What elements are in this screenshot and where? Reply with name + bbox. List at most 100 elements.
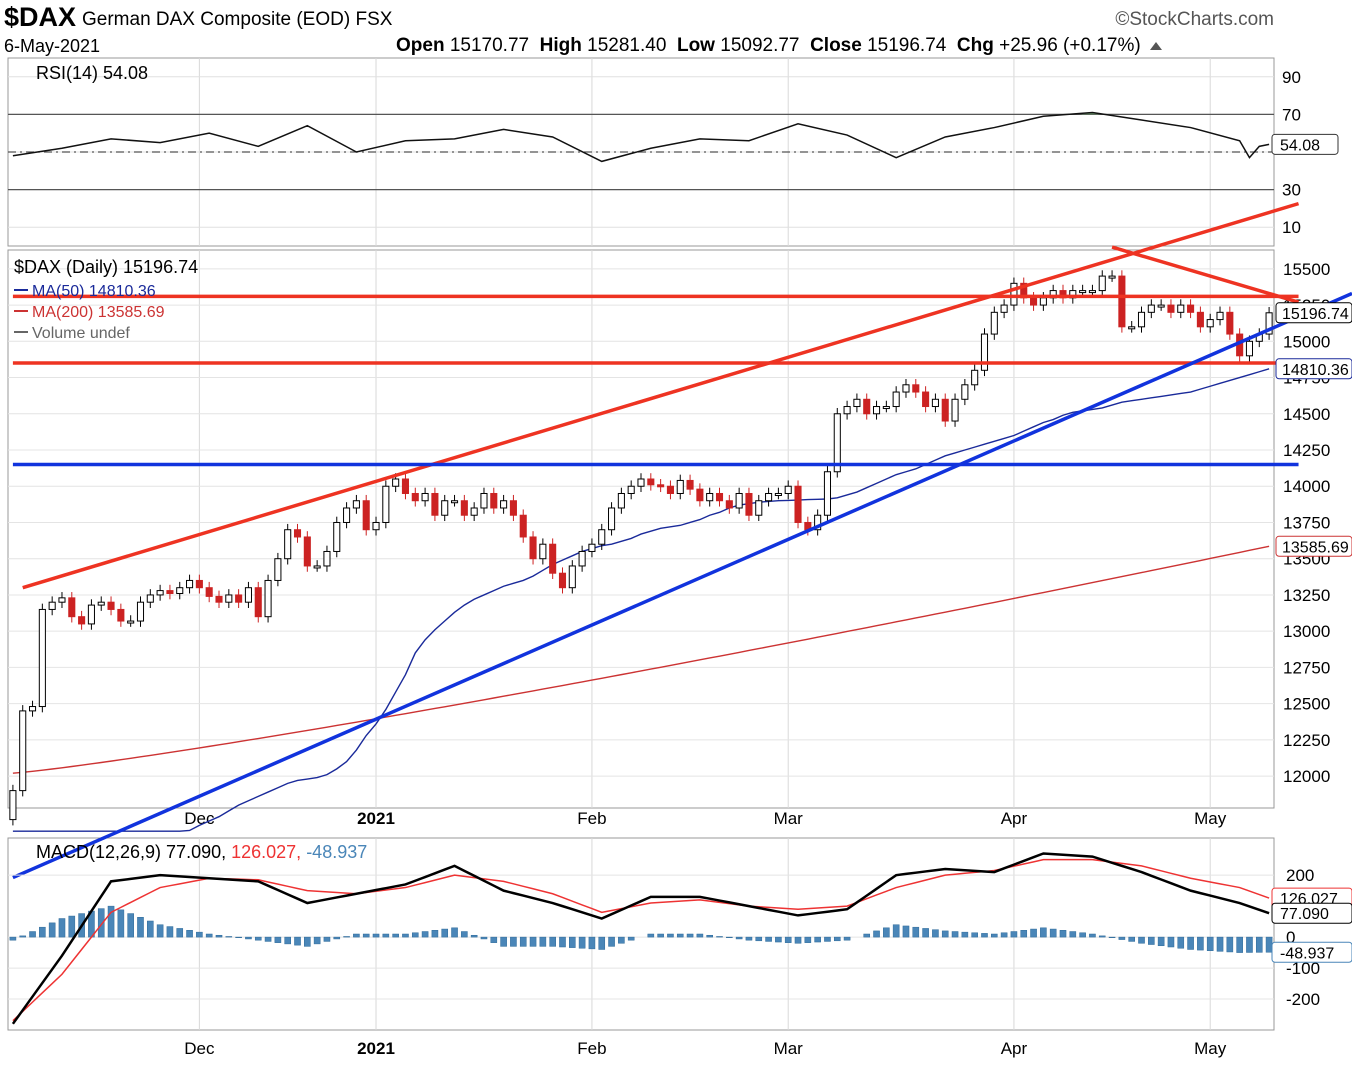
macd-histogram-bar xyxy=(1138,936,1145,944)
macd-histogram-bar xyxy=(372,933,380,938)
candle-body xyxy=(1010,282,1018,306)
macd-histogram-bar xyxy=(461,931,468,938)
price-tick-label: 12500 xyxy=(1283,695,1330,714)
candle-body xyxy=(156,590,164,596)
rsi-value-tag-text: 54.08 xyxy=(1280,137,1320,154)
macd-histogram-bar xyxy=(117,909,125,938)
macd-histogram-bar xyxy=(1148,936,1155,945)
price-legend-title: $DAX (Daily) 15196.74 xyxy=(14,257,198,277)
candle-body xyxy=(1108,275,1116,279)
price-tick-label: 13000 xyxy=(1283,622,1330,641)
open-value: 15170.77 xyxy=(449,35,530,56)
macd-histogram-bar xyxy=(824,936,831,942)
macd-histogram-bar xyxy=(451,927,458,938)
candle-body xyxy=(1157,304,1165,308)
macd-histogram-bar xyxy=(480,936,488,940)
macd-histogram-bar xyxy=(569,936,576,948)
candle-body xyxy=(814,514,822,531)
rsi-value-tag xyxy=(1271,133,1339,155)
macd-legend-part: 126.027, xyxy=(231,842,306,862)
macd-histogram-bar xyxy=(549,936,556,947)
macd-histogram-bar xyxy=(676,933,684,938)
x-axis-label: May xyxy=(1194,809,1227,828)
macd-histogram-bar xyxy=(235,936,242,938)
macd-histogram-bar xyxy=(304,936,311,947)
candle-body xyxy=(715,492,724,502)
macd-tick-label: -200 xyxy=(1286,990,1320,1009)
macd-histogram-bar xyxy=(245,936,252,940)
macd-histogram-bar xyxy=(470,934,478,938)
macd-histogram-bar xyxy=(1246,936,1253,953)
candle-body xyxy=(863,398,871,415)
up-arrow-icon xyxy=(1149,41,1162,50)
candle-body xyxy=(765,492,773,502)
macd-histogram-bar xyxy=(1049,928,1057,938)
macd-tick-label: -100 xyxy=(1286,959,1320,978)
panel-frame-1 xyxy=(7,249,1275,809)
price-value-tag-text: 13585.69 xyxy=(1282,539,1349,556)
candle-body xyxy=(892,391,900,408)
candle-body xyxy=(500,500,508,509)
macd-histogram-bar xyxy=(991,933,998,938)
candle-body xyxy=(941,398,949,422)
candle-body xyxy=(38,608,46,708)
macd-histogram-bar xyxy=(68,915,76,938)
macd-histogram-bar xyxy=(274,936,282,943)
price-value-tag xyxy=(1275,358,1352,380)
macd-histogram-bar xyxy=(1167,936,1175,948)
macd-histogram-bar xyxy=(1265,936,1273,953)
ma50-line xyxy=(12,368,1270,832)
macd-line xyxy=(11,852,1270,1025)
candle-body xyxy=(78,616,86,625)
candle-body xyxy=(961,384,969,400)
candle-body xyxy=(421,492,429,502)
candle-body xyxy=(313,565,321,569)
brand-link[interactable]: ©StockCharts.com xyxy=(1115,9,1274,30)
candle-body xyxy=(264,579,272,618)
macd-histogram-bar xyxy=(225,936,233,938)
trendline-red xyxy=(22,201,1300,590)
macd-histogram-bar xyxy=(696,933,704,938)
candle-body xyxy=(97,601,105,606)
candle-body xyxy=(657,484,665,488)
macd-value-tag-text: -48.937 xyxy=(1280,945,1334,962)
macd-histogram-bar xyxy=(843,936,851,941)
candle-body xyxy=(1187,304,1195,313)
date-label: 6-May-2021 xyxy=(4,36,101,56)
macd-histogram-bar xyxy=(892,924,900,938)
macd-histogram-bar xyxy=(608,936,615,947)
legend-entry: MA(50) 14810.36 xyxy=(32,283,156,300)
x-axis-label: Mar xyxy=(774,1039,804,1058)
rsi-legend: RSI(14) 54.08 xyxy=(36,63,148,83)
macd-histogram-bar xyxy=(873,930,880,938)
macd-histogram-bar xyxy=(559,936,566,948)
candle-body xyxy=(303,536,311,567)
macd-histogram-bar xyxy=(1216,936,1224,952)
macd-histogram-bar xyxy=(1226,936,1234,953)
candle-body xyxy=(823,471,832,516)
candle-body xyxy=(647,478,655,486)
price-tick-label: 13750 xyxy=(1283,513,1330,532)
legend-entry: MA(200) 13585.69 xyxy=(32,304,165,321)
macd-histogram-bar xyxy=(362,933,370,938)
candle-body xyxy=(666,485,674,494)
candle-body xyxy=(1137,311,1146,328)
candle-body xyxy=(107,601,115,610)
candle-body xyxy=(794,485,802,523)
candle-body xyxy=(990,311,998,335)
macd-histogram-bar xyxy=(97,908,105,938)
macd-histogram-bar xyxy=(1098,935,1106,938)
price-tick-label: 12750 xyxy=(1283,658,1330,677)
ohlc-bar: Open 15170.77 High 15281.40 Low 15092.77… xyxy=(396,35,1162,57)
macd-histogram-bar xyxy=(784,936,792,943)
candle-body xyxy=(362,500,370,531)
candle-body xyxy=(539,543,547,560)
macd-histogram-bar xyxy=(1000,932,1008,938)
macd-histogram-bar xyxy=(9,936,17,941)
candle-body xyxy=(274,558,282,581)
candle-body xyxy=(774,492,782,496)
candle-body xyxy=(382,485,390,523)
macd-histogram-bar xyxy=(284,936,291,945)
macd-value-tag xyxy=(1271,941,1352,963)
macd-histogram-bar xyxy=(490,936,498,943)
